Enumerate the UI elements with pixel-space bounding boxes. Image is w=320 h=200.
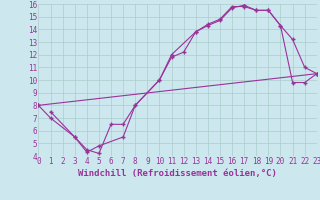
X-axis label: Windchill (Refroidissement éolien,°C): Windchill (Refroidissement éolien,°C) <box>78 169 277 178</box>
